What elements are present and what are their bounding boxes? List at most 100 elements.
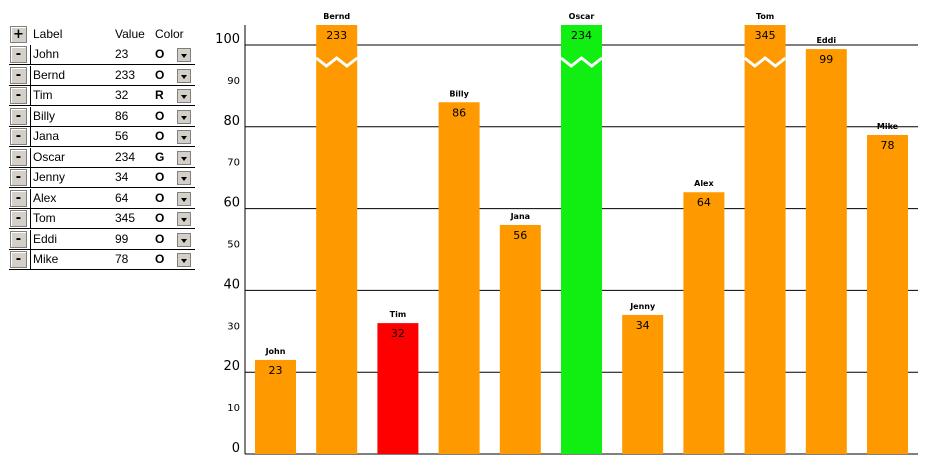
y-tick-label: 40 bbox=[223, 277, 240, 292]
bar-category-label: Alex bbox=[694, 179, 714, 188]
remove-row-button[interactable]: - bbox=[10, 169, 27, 186]
table-row: - Tim 32 R bbox=[9, 86, 195, 106]
row-label-input[interactable]: John bbox=[33, 47, 60, 61]
row-value-input[interactable]: 34 bbox=[115, 170, 129, 184]
bar-category-label: Jana bbox=[510, 212, 530, 221]
remove-row-button[interactable]: - bbox=[10, 230, 27, 248]
bar-category-label: Billy bbox=[449, 89, 469, 98]
row-value-input[interactable]: 233 bbox=[115, 67, 136, 82]
header-label: Label bbox=[33, 27, 63, 41]
row-label-input[interactable]: Eddi bbox=[33, 231, 58, 246]
bar-value-label: 64 bbox=[697, 196, 711, 209]
remove-row-button[interactable]: - bbox=[10, 189, 27, 207]
row-label-input[interactable]: Oscar bbox=[33, 149, 66, 164]
bar-value-label: 32 bbox=[391, 327, 405, 340]
table-row: - Jenny 34 O bbox=[9, 168, 195, 188]
color-dropdown-button[interactable] bbox=[177, 48, 191, 62]
row-label-input[interactable]: Alex bbox=[33, 190, 57, 205]
bar-category-label: Mike bbox=[877, 122, 899, 131]
row-color-code: O bbox=[155, 67, 165, 82]
row-value-input[interactable]: 78 bbox=[115, 252, 129, 266]
row-color-code: G bbox=[155, 149, 165, 164]
bar-category-label: Jenny bbox=[629, 302, 656, 311]
remove-row-button[interactable]: - bbox=[10, 46, 27, 63]
y-tick-label: 30 bbox=[227, 321, 240, 332]
remove-row-button[interactable]: - bbox=[10, 87, 27, 104]
y-tick-label: 60 bbox=[223, 196, 240, 211]
row-value-input[interactable]: 234 bbox=[115, 149, 136, 164]
table-row: - John 23 O bbox=[9, 45, 195, 65]
table-row: - Eddi 99 O bbox=[9, 229, 195, 250]
row-color-code: O bbox=[155, 252, 165, 266]
bar-category-label: Tom bbox=[756, 12, 774, 21]
add-row-button[interactable]: + bbox=[10, 26, 27, 43]
row-color-code: O bbox=[155, 170, 165, 184]
bar-category-label: Bernd bbox=[323, 12, 350, 21]
row-color-code: O bbox=[155, 231, 165, 246]
color-dropdown-button[interactable] bbox=[177, 171, 191, 185]
table-row: - Oscar 234 G bbox=[9, 147, 195, 168]
row-label-input[interactable]: Jana bbox=[33, 129, 60, 143]
remove-row-button[interactable]: - bbox=[10, 107, 27, 125]
table-row: - Alex 64 O bbox=[9, 188, 195, 209]
color-dropdown-button[interactable] bbox=[177, 89, 191, 103]
row-value-input[interactable]: 86 bbox=[115, 108, 129, 123]
axis-break-mark bbox=[743, 56, 787, 68]
color-dropdown-button[interactable] bbox=[177, 150, 191, 165]
table-row: - Tom 345 O bbox=[9, 209, 195, 229]
row-label-input[interactable]: Bernd bbox=[33, 67, 66, 82]
table-row: - Mike 78 O bbox=[9, 250, 195, 270]
bar bbox=[377, 323, 419, 454]
color-dropdown-button[interactable] bbox=[177, 253, 191, 267]
y-tick-label: 0 bbox=[232, 441, 240, 456]
color-dropdown-button[interactable] bbox=[177, 212, 191, 226]
row-color-code: O bbox=[155, 211, 165, 225]
color-dropdown-button[interactable] bbox=[177, 109, 191, 124]
bar bbox=[683, 192, 725, 455]
y-tick-label: 90 bbox=[227, 76, 240, 87]
bar bbox=[622, 314, 664, 454]
y-tick-label: 20 bbox=[223, 359, 240, 374]
header-color: Color bbox=[155, 27, 184, 41]
row-color-code: O bbox=[155, 108, 165, 123]
y-tick-label: 70 bbox=[227, 158, 240, 169]
color-dropdown-button[interactable] bbox=[177, 130, 191, 144]
remove-row-button[interactable]: - bbox=[10, 128, 27, 145]
remove-row-button[interactable]: - bbox=[10, 251, 27, 268]
row-value-input[interactable]: 345 bbox=[115, 211, 136, 225]
bar-category-label: Tim bbox=[390, 310, 407, 319]
bar bbox=[499, 224, 541, 454]
row-color-code: R bbox=[155, 88, 164, 102]
color-dropdown-button[interactable] bbox=[177, 68, 191, 83]
bar-value-label: 23 bbox=[269, 364, 283, 377]
header-value: Value bbox=[115, 27, 145, 41]
row-color-code: O bbox=[155, 129, 165, 143]
bar bbox=[316, 25, 358, 454]
row-label-input[interactable]: Jenny bbox=[33, 170, 66, 184]
color-dropdown-button[interactable] bbox=[177, 232, 191, 247]
bar-category-label: Oscar bbox=[569, 12, 595, 21]
table-row: - Billy 86 O bbox=[9, 106, 195, 127]
row-value-input[interactable]: 56 bbox=[115, 129, 129, 143]
bar-value-label: 233 bbox=[326, 29, 347, 42]
row-label-input[interactable]: Tom bbox=[33, 211, 56, 225]
bar-category-label: Eddi bbox=[816, 36, 836, 45]
row-label-input[interactable]: Tim bbox=[33, 88, 53, 102]
row-value-input[interactable]: 32 bbox=[115, 88, 129, 102]
bar bbox=[255, 359, 296, 454]
remove-row-button[interactable]: - bbox=[10, 210, 27, 227]
row-value-input[interactable]: 23 bbox=[115, 47, 129, 61]
row-label-input[interactable]: Billy bbox=[33, 108, 56, 123]
remove-row-button[interactable]: - bbox=[10, 66, 27, 84]
axis-break-mark bbox=[315, 56, 359, 68]
row-value-input[interactable]: 64 bbox=[115, 190, 129, 205]
bar-value-label: 234 bbox=[571, 29, 592, 42]
remove-row-button[interactable]: - bbox=[10, 148, 27, 166]
bar bbox=[561, 25, 602, 454]
bar-value-label: 86 bbox=[452, 106, 466, 119]
color-dropdown-button[interactable] bbox=[177, 191, 191, 206]
row-color-code: O bbox=[155, 47, 165, 61]
row-value-input[interactable]: 99 bbox=[115, 231, 129, 246]
row-label-input[interactable]: Mike bbox=[33, 252, 59, 266]
